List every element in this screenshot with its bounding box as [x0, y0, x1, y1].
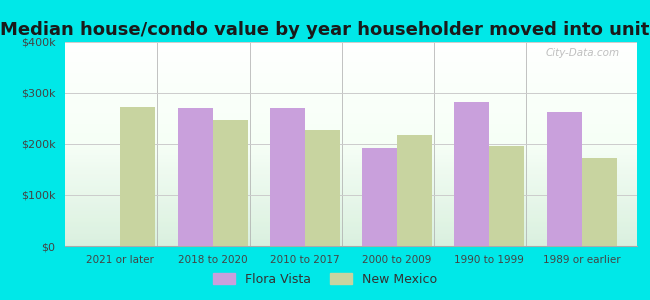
Bar: [547, 112, 582, 246]
Bar: [489, 146, 525, 246]
Legend: Flora Vista, New Mexico: Flora Vista, New Mexico: [207, 268, 443, 291]
Bar: [362, 148, 397, 246]
Text: Median house/condo value by year householder moved into unit: Median house/condo value by year househo…: [0, 21, 650, 39]
Bar: [397, 135, 432, 246]
Bar: [270, 108, 305, 246]
Bar: [120, 107, 155, 246]
Bar: [305, 130, 340, 246]
Bar: [177, 108, 213, 246]
Bar: [582, 158, 617, 246]
Text: City-Data.com: City-Data.com: [546, 48, 620, 58]
Bar: [454, 102, 489, 246]
Bar: [213, 119, 248, 246]
